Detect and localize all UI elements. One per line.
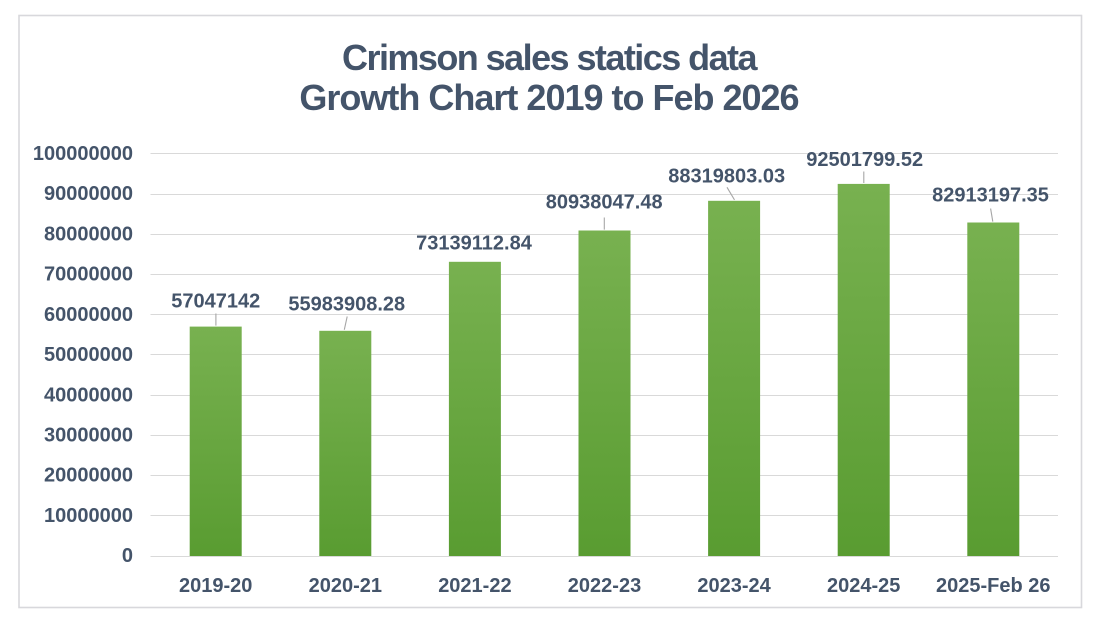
svg-text:90000000: 90000000 xyxy=(44,183,133,205)
svg-text:80938047.48: 80938047.48 xyxy=(546,192,663,214)
svg-text:40000000: 40000000 xyxy=(44,384,133,406)
svg-text:2019-20: 2019-20 xyxy=(179,575,252,597)
svg-text:50000000: 50000000 xyxy=(44,344,133,366)
svg-text:10000000: 10000000 xyxy=(44,505,133,527)
svg-text:60000000: 60000000 xyxy=(44,304,133,326)
svg-text:Growth Chart 2019 to Feb 2026: Growth Chart 2019 to Feb 2026 xyxy=(299,77,798,118)
svg-text:0: 0 xyxy=(122,545,133,567)
svg-text:88319803.03: 88319803.03 xyxy=(668,165,785,187)
svg-text:2021-22: 2021-22 xyxy=(438,575,511,597)
svg-text:70000000: 70000000 xyxy=(44,264,133,286)
svg-text:55983908.28: 55983908.28 xyxy=(288,294,405,316)
svg-text:2020-21: 2020-21 xyxy=(309,575,382,597)
svg-text:92501799.52: 92501799.52 xyxy=(806,149,923,171)
svg-text:2024-25: 2024-25 xyxy=(827,575,900,597)
svg-text:Crimson sales statics data: Crimson sales statics data xyxy=(342,37,758,78)
svg-text:2025-Feb 26: 2025-Feb 26 xyxy=(936,575,1051,597)
svg-text:57047142: 57047142 xyxy=(171,290,260,312)
svg-text:2022-23: 2022-23 xyxy=(568,575,641,597)
svg-text:30000000: 30000000 xyxy=(44,425,133,447)
svg-text:2023-24: 2023-24 xyxy=(697,575,771,597)
svg-text:100000000: 100000000 xyxy=(33,143,133,165)
svg-text:20000000: 20000000 xyxy=(44,465,133,487)
svg-text:80000000: 80000000 xyxy=(44,223,133,245)
svg-text:73139112.84: 73139112.84 xyxy=(416,233,533,255)
svg-text:82913197.35: 82913197.35 xyxy=(932,185,1049,207)
